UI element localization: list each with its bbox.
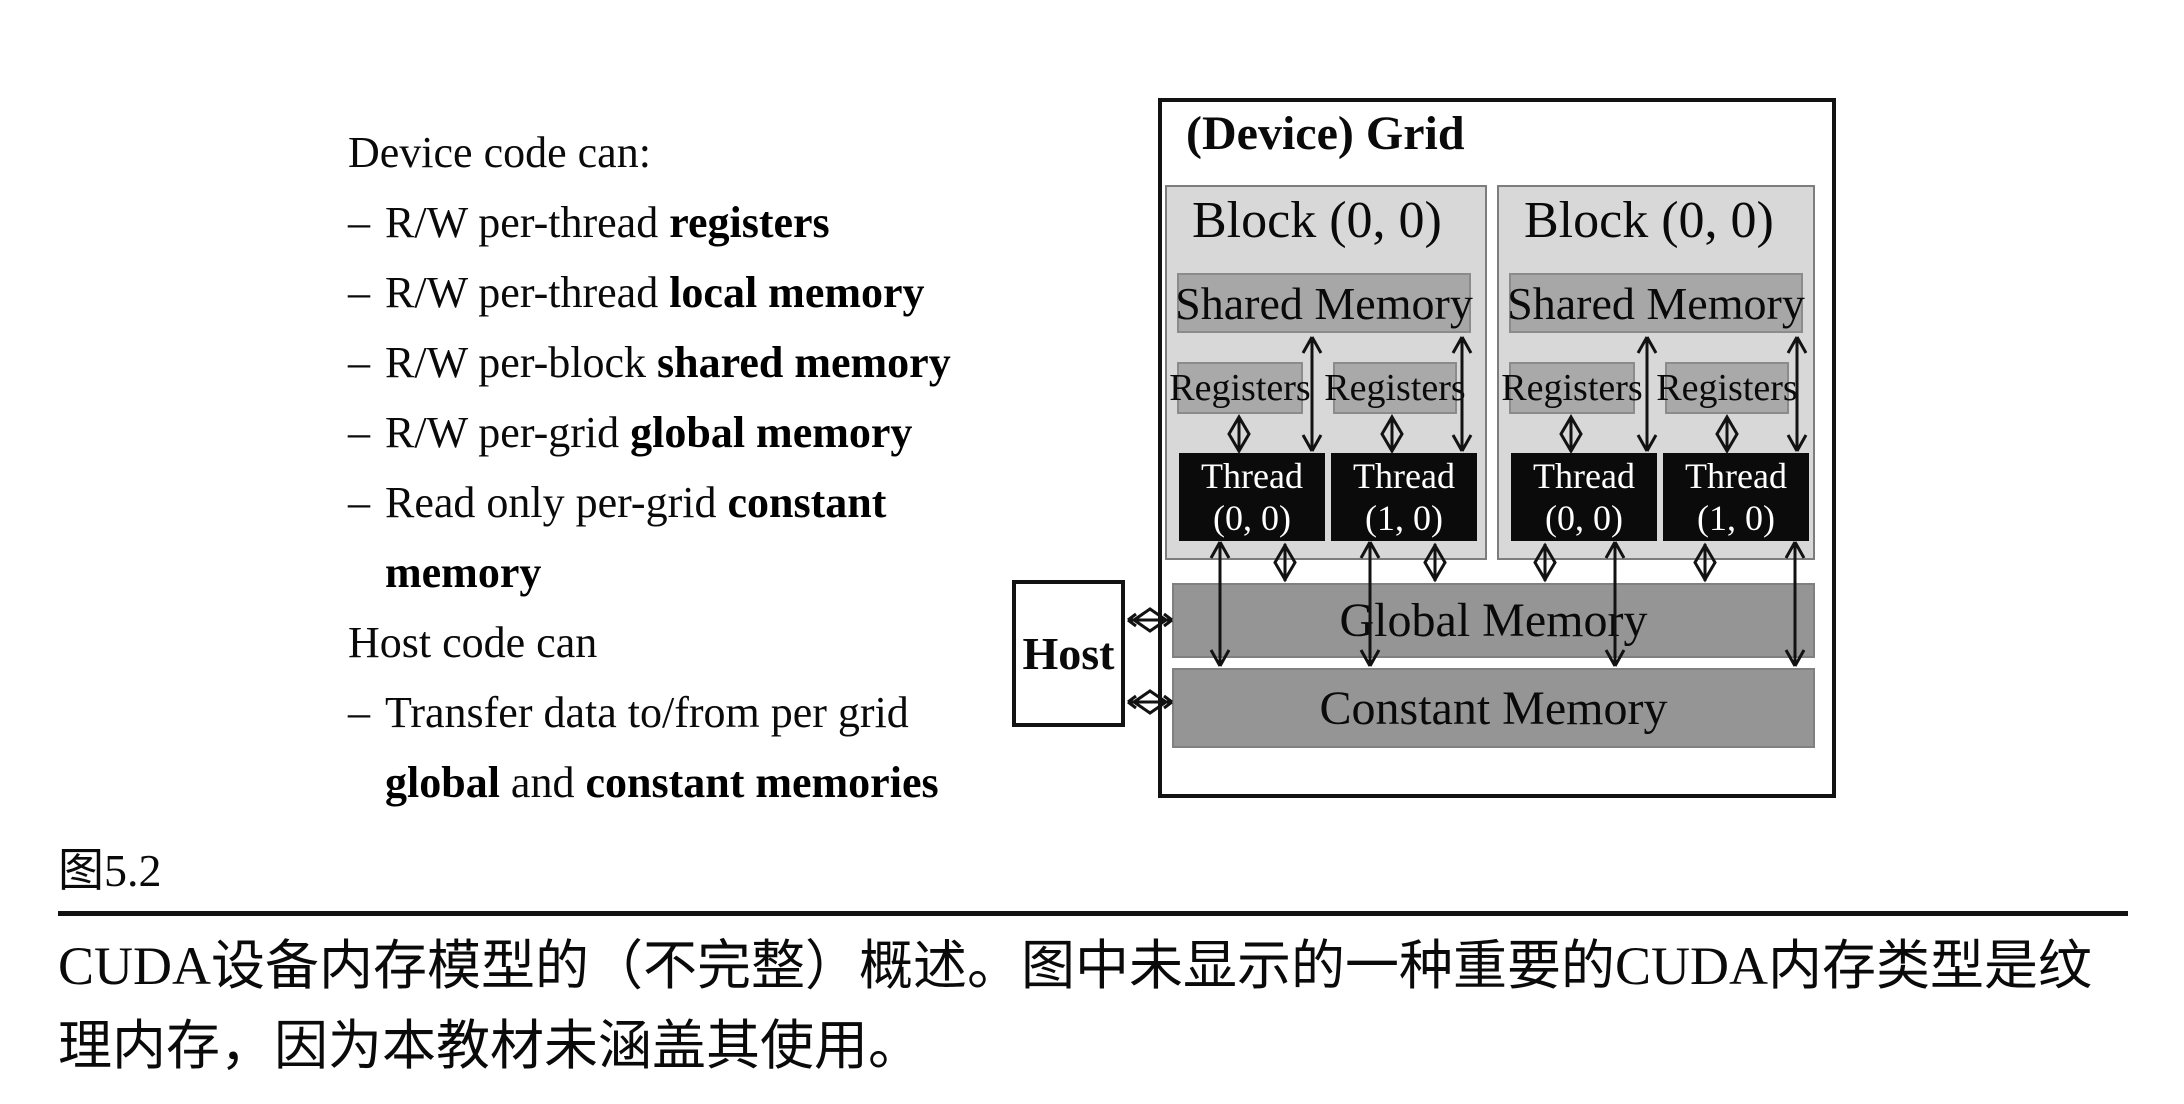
bullet-bold: global memory xyxy=(630,408,913,457)
bullet-dash: – xyxy=(348,198,370,247)
bullet-bold: registers xyxy=(669,198,830,247)
bullet-bold: constant xyxy=(727,478,887,527)
thread-index: (1, 0) xyxy=(1697,498,1775,538)
bullet-shared-memory: – R/W per-block shared memory xyxy=(348,328,1138,398)
notes-header-host: Host code can xyxy=(348,608,1138,678)
thread-index: (0, 0) xyxy=(1545,498,1623,538)
bullet-dash: – xyxy=(348,408,370,457)
thread-name: Thread xyxy=(1353,456,1455,496)
constant-memory-bar: Constant Memory xyxy=(1172,668,1815,748)
bullet-text: Transfer data to/from per grid xyxy=(385,688,909,737)
bullet-local-memory: – R/W per-thread local memory xyxy=(348,258,1138,328)
figure-caption: CUDA设备内存模型的（不完整）概述。图中未显示的一种重要的CUDA内存类型是纹… xyxy=(58,926,2143,1086)
bullet-bold: shared memory xyxy=(657,338,951,387)
bullet-bold: local memory xyxy=(669,268,925,317)
block-label: Block (0, 0) xyxy=(1192,192,1442,249)
thread-name: Thread xyxy=(1685,456,1787,496)
block-label: Block (0, 0) xyxy=(1524,192,1774,249)
bullet-constant-memory: – Read only per-grid constant memory xyxy=(348,468,1138,608)
thread-box: Thread (0, 0) xyxy=(1179,453,1325,541)
bullet-text: R/W per-block xyxy=(385,338,658,387)
thread-name: Thread xyxy=(1533,456,1635,496)
thread-block-0: Block (0, 0) Shared Memory Registers Reg… xyxy=(1165,185,1487,560)
bullet-dash: – xyxy=(348,338,370,387)
bullet-text: R/W per-thread xyxy=(385,198,670,247)
header-text: Device code can: xyxy=(348,128,651,177)
thread-box: Thread (1, 0) xyxy=(1663,453,1809,541)
bullet-transfer: – Transfer data to/from per grid global a… xyxy=(348,678,1138,818)
registers-box: Registers xyxy=(1656,362,1798,414)
bullet-bold: constant memories xyxy=(585,758,939,807)
global-memory-bar: Global Memory xyxy=(1172,583,1815,658)
thread-box: Thread (1, 0) xyxy=(1331,453,1477,541)
host-box: Host xyxy=(1012,580,1125,727)
registers-box: Registers xyxy=(1324,362,1466,414)
device-grid-title: (Device) Grid xyxy=(1186,107,1465,160)
caption-line-1: CUDA设备内存模型的（不完整）概述。图中未显示的一种重要的CUDA内存类型是纹 xyxy=(58,936,2093,996)
thread-index: (0, 0) xyxy=(1213,498,1291,538)
bullet-dash: – xyxy=(348,688,370,737)
bullet-registers: – R/W per-thread registers xyxy=(348,188,1138,258)
notes-header-device: Device code can: xyxy=(348,118,1138,188)
bullet-bold: global xyxy=(385,758,500,807)
bullet-text: R/W per-grid xyxy=(385,408,631,457)
device-code-notes: Device code can: – R/W per-thread regist… xyxy=(348,118,1138,818)
thread-name: Thread xyxy=(1201,456,1303,496)
registers-box: Registers xyxy=(1169,362,1311,414)
caption-line-2: 理内存，因为本教材未涵盖其使用。 xyxy=(58,1016,922,1076)
bullet-dash: – xyxy=(348,478,370,527)
bullet-text: and xyxy=(499,758,586,807)
shared-memory-bar: Shared Memory xyxy=(1507,273,1805,333)
thread-block-1: Block (0, 0) Shared Memory Registers Reg… xyxy=(1497,185,1815,560)
figure-number: 图5.2 xyxy=(58,845,162,896)
header-text: Host code can xyxy=(348,618,598,667)
thread-box: Thread (0, 0) xyxy=(1511,453,1657,541)
registers-box: Registers xyxy=(1501,362,1643,414)
bullet-text: R/W per-thread xyxy=(385,268,670,317)
bullet-bold-wrap: memory xyxy=(385,548,542,597)
bullet-dash: – xyxy=(348,268,370,317)
shared-memory-bar: Shared Memory xyxy=(1175,273,1473,333)
caption-rule xyxy=(58,911,2128,916)
thread-index: (1, 0) xyxy=(1365,498,1443,538)
bullet-text: Read only per-grid xyxy=(385,478,728,527)
bullet-global-memory: – R/W per-grid global memory xyxy=(348,398,1138,468)
